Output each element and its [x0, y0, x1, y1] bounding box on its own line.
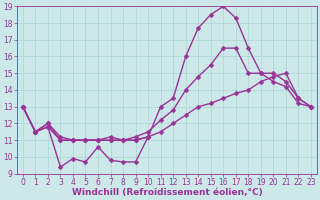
- X-axis label: Windchill (Refroidissement éolien,°C): Windchill (Refroidissement éolien,°C): [72, 188, 262, 197]
